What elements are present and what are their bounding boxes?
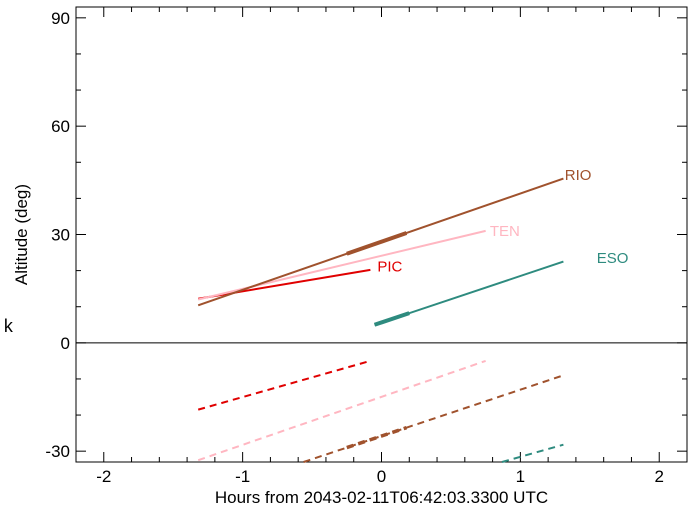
series-highlight-eso <box>373 311 410 327</box>
series-line-pic <box>198 268 371 300</box>
x-axis-title: Hours from 2043-02-11T06:42:03.3300 UTC <box>215 488 548 507</box>
y-axis-ticks: -30 0 30 60 90 <box>45 9 687 461</box>
series-dashed-ten <box>197 359 486 462</box>
series-label-ten: TEN <box>490 223 520 240</box>
series-labels: RIO TEN PIC ESO <box>377 167 628 275</box>
series-lines <box>197 177 564 463</box>
series-dashed-eso <box>501 443 564 463</box>
x-axis-ticks: -2 -1 0 1 2 <box>75 7 688 486</box>
x-tick-label: 0 <box>377 467 386 486</box>
series-dashed-pic <box>197 359 371 411</box>
series-dashed-highlight-rio <box>346 426 408 450</box>
series-label-rio: RIO <box>565 167 592 184</box>
series-dashed-rio <box>303 374 564 463</box>
y-axis-title: Altitude (deg) <box>12 184 31 285</box>
series-label-eso: ESO <box>597 250 629 267</box>
plot-border <box>75 6 688 463</box>
series-highlight-rio <box>346 231 408 256</box>
plot-frame <box>75 6 688 463</box>
x-tick-label: -1 <box>235 467 250 486</box>
series-label-pic: PIC <box>377 258 402 275</box>
series-line-ten <box>197 229 486 301</box>
x-tick-label: -2 <box>96 467 111 486</box>
y-tick-label: 90 <box>51 9 70 28</box>
y-tick-label: 0 <box>61 334 70 353</box>
y-tick-label: -30 <box>45 442 70 461</box>
y-tick-label: 60 <box>51 117 70 136</box>
x-tick-label: 1 <box>516 467 525 486</box>
y-tick-label: 30 <box>51 226 70 245</box>
x-tick-label: 2 <box>654 467 663 486</box>
side-mark-text: k <box>3 318 14 338</box>
